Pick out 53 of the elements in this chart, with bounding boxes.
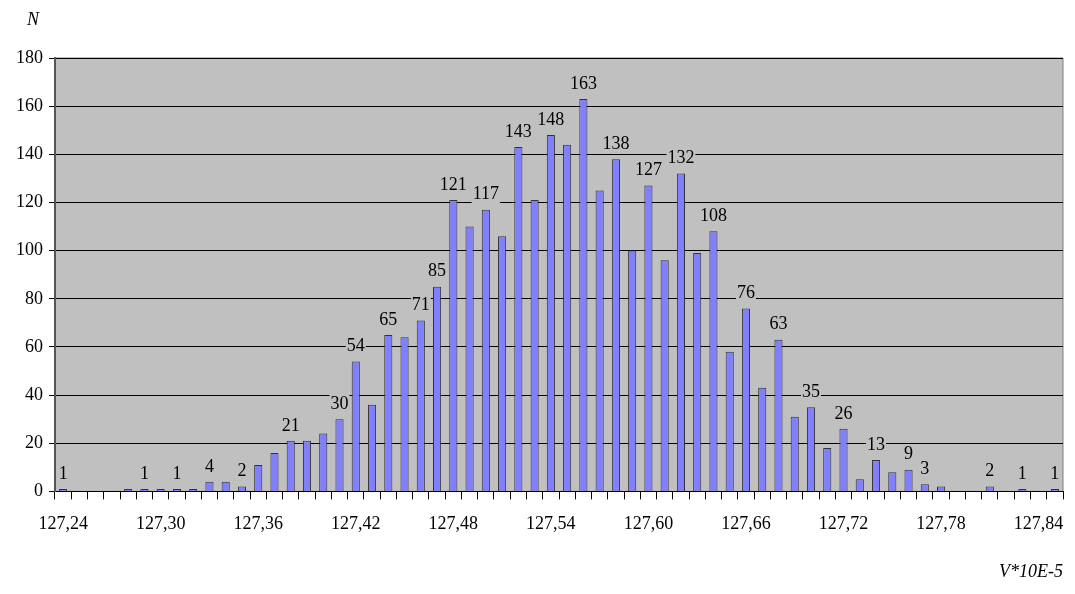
- data-label: 108: [699, 205, 727, 226]
- x-tick-label: 127,48: [428, 512, 479, 533]
- data-label: 26: [834, 402, 853, 423]
- data-label: 76: [736, 282, 755, 303]
- data-label: 2: [237, 460, 247, 481]
- x-tick-label: 127,24: [38, 512, 88, 533]
- data-label: 1: [139, 462, 149, 483]
- data-label: 1: [1050, 462, 1060, 483]
- data-label: 1: [172, 462, 182, 483]
- data-label: 138: [602, 132, 630, 153]
- y-tick-label: 180: [16, 46, 43, 67]
- data-label: 65: [379, 308, 398, 329]
- data-label: 163: [569, 72, 597, 93]
- y-tick-label: 140: [16, 143, 43, 164]
- x-tick-label: 127,54: [526, 512, 576, 533]
- data-label: 117: [472, 183, 500, 204]
- data-label: 63: [769, 313, 788, 334]
- x-tick-label: 127,84: [1013, 512, 1064, 533]
- data-label: 4: [204, 455, 214, 476]
- x-axis-title: V*10E-5: [999, 560, 1063, 581]
- x-tick-label: 127,78: [916, 512, 966, 533]
- data-label: 1: [1017, 462, 1027, 483]
- data-label: 143: [504, 120, 532, 141]
- data-label: 121: [439, 173, 467, 194]
- data-label: 54: [346, 335, 365, 356]
- x-tick-label: 127,36: [233, 512, 283, 533]
- y-tick-label: 40: [25, 383, 43, 404]
- data-label: 85: [428, 260, 447, 281]
- y-tick-label: 160: [16, 94, 43, 115]
- data-label: 2: [985, 460, 995, 481]
- x-tick-label: 127,72: [818, 512, 869, 533]
- x-tick-label: 127,30: [135, 512, 186, 533]
- y-tick-label: 0: [34, 480, 43, 501]
- data-label: 9: [904, 443, 914, 464]
- data-label: 148: [537, 108, 565, 129]
- data-label: 1: [58, 462, 68, 483]
- y-tick-label: 100: [16, 239, 43, 260]
- data-label: 71: [411, 294, 430, 315]
- y-tick-label: 20: [25, 431, 43, 452]
- y-tick-label: 80: [25, 287, 43, 308]
- data-label: 21: [281, 414, 300, 435]
- data-label: 13: [867, 433, 886, 454]
- x-tick-label: 127,42: [331, 512, 381, 533]
- y-axis-title: N: [26, 8, 40, 29]
- y-tick-label: 120: [16, 191, 43, 212]
- x-tick-label: 127,60: [623, 512, 674, 533]
- data-label: 3: [920, 457, 930, 478]
- data-label: 132: [667, 147, 695, 168]
- y-tick-label: 60: [25, 335, 43, 356]
- data-label: 30: [330, 392, 349, 413]
- data-label: 127: [634, 159, 662, 180]
- data-label: 35: [802, 380, 820, 401]
- x-tick-label: 127,66: [721, 512, 771, 533]
